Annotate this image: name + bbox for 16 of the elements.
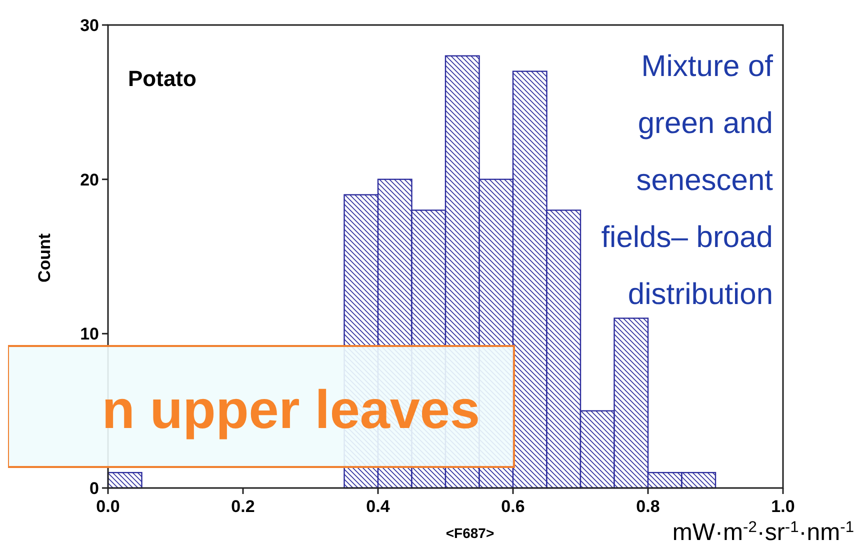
y-tick-label: 0 — [90, 478, 99, 498]
x-tick-label: 0.4 — [366, 497, 390, 516]
x-tick-label: 0.0 — [96, 497, 120, 516]
y-tick-label: 10 — [80, 324, 99, 344]
x-axis-title: <F687> — [446, 525, 494, 541]
x-tick-label: 0.6 — [501, 497, 525, 516]
x-tick-label: 0.8 — [636, 497, 660, 516]
annotation: Mixture of green and senescent fields– broad distribution — [601, 50, 774, 311]
y-tick-label: 20 — [80, 170, 99, 190]
x-tick-label: 0.2 — [231, 497, 255, 516]
x-tick-label: 1.0 — [771, 497, 795, 516]
annotation: n upper leaves — [102, 380, 480, 440]
y-tick-label: 30 — [80, 16, 99, 35]
annotation: Potato — [128, 66, 196, 91]
y-axis-title: Count — [35, 233, 54, 283]
text: mW·m$^{-2}$·sr$^{-1}$·nm$^{-1}$ — [672, 518, 854, 546]
